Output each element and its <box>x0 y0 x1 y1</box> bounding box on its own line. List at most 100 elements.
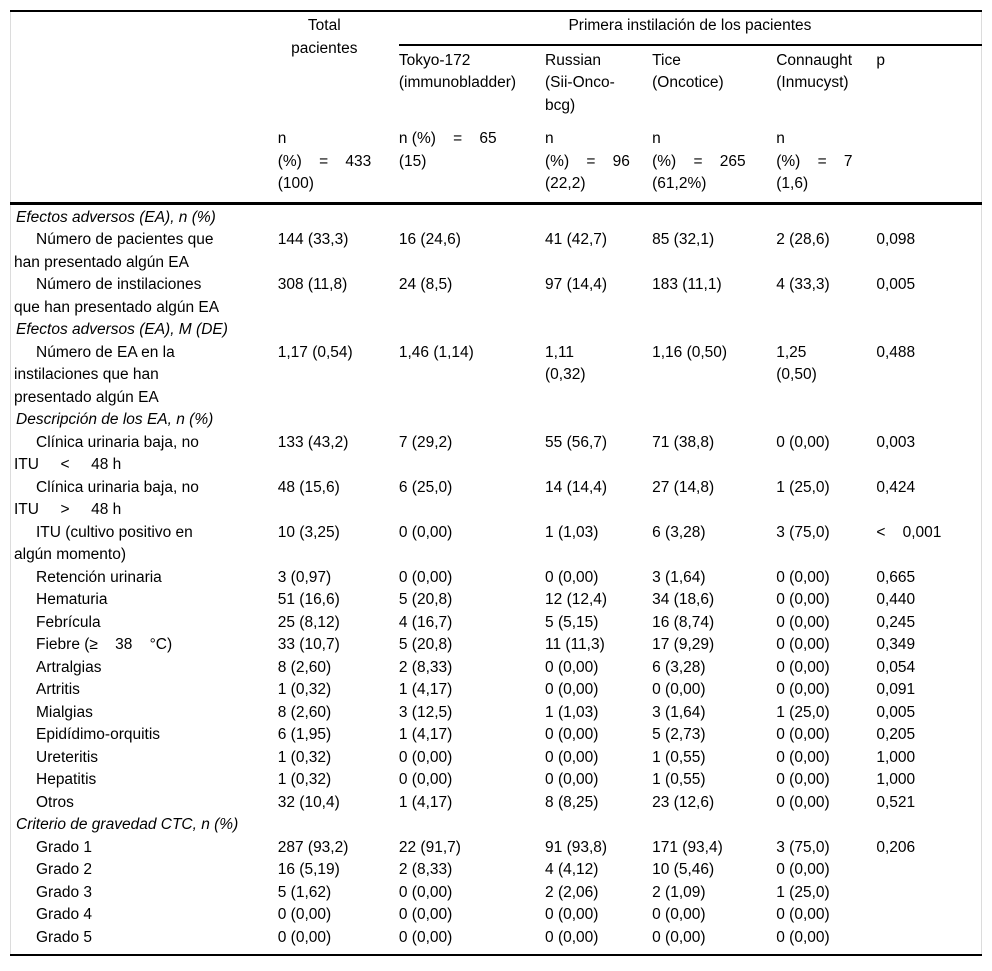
cell-value: 1 (0,32) <box>277 748 332 766</box>
cell-value: 2 (1,09) <box>652 883 706 901</box>
cell-value: 0 (0,00) <box>545 928 599 946</box>
table-row: Número de pacientes que han presentado a… <box>11 229 982 274</box>
count-tokyo: n (%) = 65 (15) <box>398 117 546 205</box>
cell-value: 0 (0,00) <box>545 681 599 698</box>
cell-value: 6 (3,28) <box>652 658 706 676</box>
cell-value: 14 (14,4) <box>545 478 608 496</box>
section-row: Efectos adversos (EA), n (%) <box>11 203 982 229</box>
column-header-connaught: Connaught (Inmucyst) <box>776 51 853 92</box>
cell-value: 1,46 (1,14) <box>398 343 474 361</box>
cell-value: 16 (8,74) <box>652 613 715 631</box>
column-header-tice: Tice (Oncotice) <box>652 51 724 92</box>
cell-value: 0 (0,00) <box>776 613 830 631</box>
cell-value: 1,11 (0,32) <box>545 343 586 384</box>
cell-value: 4 (33,3) <box>776 276 830 293</box>
document-page: { "page": { "background": "#ffffff", "te… <box>0 10 992 971</box>
cell-value: 1 (4,17) <box>398 681 453 698</box>
cell-value: 0 (0,00) <box>776 928 830 946</box>
adverse-events-table: Total pacientes Primera instilación de l… <box>10 10 982 956</box>
cell-value: 1 (0,32) <box>277 681 332 698</box>
section-row: Criterio de gravedad CTC, n (%) <box>11 814 982 837</box>
cell-value: 32 (10,4) <box>277 793 340 811</box>
cell-value: 0 (0,00) <box>545 748 599 766</box>
cell-value: 1 (4,17) <box>398 793 453 811</box>
cell-value: 1 (25,0) <box>776 478 830 496</box>
table-row: ITU (cultivo positivo en algún momento) 1… <box>11 522 982 567</box>
column-header-tokyo: Tokyo-172 (immunobladder) <box>398 51 517 92</box>
row-label: Artralgias <box>36 658 102 676</box>
cell-value: 0 (0,00) <box>776 726 830 743</box>
cell-value: 0,665 <box>876 568 916 586</box>
row-label: Otros <box>36 793 74 811</box>
cell-value: 1 (1,03) <box>545 523 599 541</box>
table-header: Total pacientes Primera instilación de l… <box>10 11 982 205</box>
table-row: Grado 2 16 (5,19) 2 (8,33) 4 (4,12) 10 (5,46… <box>11 859 982 882</box>
cell-value: 0,488 <box>876 343 916 361</box>
cell-value: 0,245 <box>876 613 916 631</box>
table-row: Retención urinaria 3 (0,97) 0 (0,00) 0 (0,0… <box>11 567 982 590</box>
cell-value: 0 (0,00) <box>398 568 453 586</box>
cell-value: 0,424 <box>876 478 916 496</box>
cell-value: 5 (20,8) <box>398 591 453 608</box>
table-row: Grado 4 0 (0,00) 0 (0,00) 0 (0,00) 0 (0,00) 0… <box>11 904 982 927</box>
cell-value: 1 (1,03) <box>545 703 599 721</box>
row-label: Retención urinaria <box>36 568 162 586</box>
cell-value: 0 (0,00) <box>776 861 830 878</box>
column-header-total: Total pacientes <box>291 17 358 57</box>
cell-value: 0 (0,00) <box>277 906 332 923</box>
table-row: Hematuria 51 (16,6) 5 (20,8) 12 (12,4) 34 (1… <box>11 589 982 612</box>
table-row: Número de instilaciones que han presenta… <box>11 274 982 319</box>
cell-value: 0 (0,00) <box>776 433 830 451</box>
cell-value: 85 (32,1) <box>652 231 715 248</box>
cell-value: 55 (56,7) <box>545 433 608 451</box>
cell-value: 2 (28,6) <box>776 231 830 248</box>
cell-value: 0 (0,00) <box>776 591 830 608</box>
cell-value: 6 (25,0) <box>398 478 453 496</box>
column-header-p: p <box>876 51 885 69</box>
table-container: Total pacientes Primera instilación de l… <box>10 10 982 956</box>
count-p-empty <box>876 117 982 205</box>
cell-value: 171 (93,4) <box>652 838 723 856</box>
cell-value: 3 (12,5) <box>398 703 453 721</box>
row-label: Grado 1 <box>36 838 93 856</box>
table-row: Artritis 1 (0,32) 1 (4,17) 0 (0,00) 0 (0,00)… <box>11 679 982 702</box>
cell-value: 133 (43,2) <box>277 433 349 451</box>
cell-value: 0 (0,00) <box>776 771 830 788</box>
row-label: Grado 5 <box>36 928 93 946</box>
cell-value: 8 (8,25) <box>545 793 599 811</box>
cell-value <box>876 882 981 905</box>
row-label: ITU (cultivo positivo en algún momento) <box>14 523 193 564</box>
cell-value: 0 (0,00) <box>545 771 599 788</box>
cell-value: 1,000 <box>876 748 916 766</box>
cell-value: 0,349 <box>876 636 916 653</box>
cell-value: 0,003 <box>876 433 916 451</box>
table-row: Grado 1 287 (93,2) 22 (91,7) 91 (93,8) 171 (… <box>11 837 982 860</box>
row-label: Mialgias <box>36 703 93 721</box>
cell-value: 0 (0,00) <box>545 726 599 743</box>
cell-value: < 0,001 <box>876 523 942 541</box>
table-row: Artralgias 8 (2,60) 2 (8,33) 0 (0,00) 6 (3,2… <box>11 657 982 680</box>
cell-value: 48 (15,6) <box>277 478 340 496</box>
row-label: Número de pacientes que han presentado a… <box>14 231 214 271</box>
cell-value: 0,054 <box>876 658 916 676</box>
cell-value: 2 (2,06) <box>545 883 599 901</box>
row-label: Febrícula <box>36 613 101 631</box>
cell-value: 8 (2,60) <box>277 658 332 676</box>
cell-value: 3 (75,0) <box>776 838 830 856</box>
cell-value: 5 (1,62) <box>277 883 332 901</box>
cell-value: 5 (20,8) <box>398 636 453 653</box>
cell-value <box>876 859 981 882</box>
cell-value: 0 (0,00) <box>545 658 599 676</box>
cell-value: 0,005 <box>876 276 916 293</box>
cell-value: 0,091 <box>876 681 916 698</box>
table-row: Hepatitis 1 (0,32) 0 (0,00) 0 (0,00) 1 (0,55… <box>11 769 982 792</box>
cell-value: 0,206 <box>876 838 916 856</box>
cell-value: 0,440 <box>876 591 916 608</box>
cell-value: 0 (0,00) <box>398 906 453 923</box>
cell-value: 71 (38,8) <box>652 433 715 451</box>
cell-value: 3 (75,0) <box>776 523 830 541</box>
header-row-strains: Tokyo-172 (immunobladder) Russian (Sii-O… <box>11 45 982 118</box>
cell-value: 3 (1,64) <box>652 703 706 721</box>
count-total: n (%) = 433 (100) <box>249 117 399 205</box>
cell-value: 4 (16,7) <box>398 613 453 631</box>
